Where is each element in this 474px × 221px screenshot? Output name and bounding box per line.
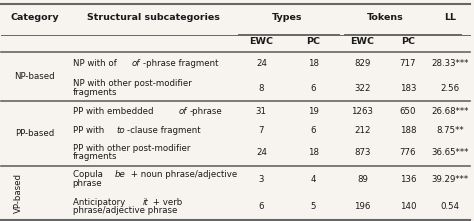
Text: PP with: PP with bbox=[73, 126, 107, 135]
Text: Types: Types bbox=[272, 13, 302, 22]
Text: + verb: + verb bbox=[150, 198, 182, 207]
Text: 5: 5 bbox=[310, 202, 316, 211]
Text: -phrase: -phrase bbox=[190, 107, 222, 116]
Text: 650: 650 bbox=[400, 107, 416, 116]
Text: NP with other post-modifier: NP with other post-modifier bbox=[73, 79, 191, 88]
Text: NP-based: NP-based bbox=[14, 72, 55, 81]
Text: NP with of: NP with of bbox=[73, 59, 119, 68]
Text: 18: 18 bbox=[308, 148, 319, 157]
Text: 2.56: 2.56 bbox=[441, 84, 460, 93]
Text: 0.54: 0.54 bbox=[441, 202, 460, 211]
Text: -clause fragment: -clause fragment bbox=[127, 126, 201, 135]
Text: 24: 24 bbox=[256, 148, 267, 157]
Text: 8.75**: 8.75** bbox=[437, 126, 464, 135]
Text: PP-based: PP-based bbox=[15, 129, 54, 138]
Text: EWC: EWC bbox=[350, 37, 374, 46]
Text: PP with embedded: PP with embedded bbox=[73, 107, 156, 116]
Text: 36.65***: 36.65*** bbox=[431, 148, 469, 157]
Text: fragments: fragments bbox=[73, 152, 117, 161]
Text: + noun phrase/adjective: + noun phrase/adjective bbox=[128, 170, 237, 179]
Text: 18: 18 bbox=[308, 59, 319, 68]
Text: Anticipatory: Anticipatory bbox=[73, 198, 128, 207]
Text: 1263: 1263 bbox=[351, 107, 374, 116]
Text: 7: 7 bbox=[259, 126, 264, 135]
Text: it: it bbox=[143, 198, 149, 207]
Text: 6: 6 bbox=[310, 84, 316, 93]
Text: 19: 19 bbox=[308, 107, 319, 116]
Text: 31: 31 bbox=[256, 107, 267, 116]
Text: phrase: phrase bbox=[73, 179, 102, 188]
Text: phrase/adjective phrase: phrase/adjective phrase bbox=[73, 206, 177, 215]
Text: of: of bbox=[179, 107, 187, 116]
Text: VP-based: VP-based bbox=[14, 173, 23, 213]
Text: 28.33***: 28.33*** bbox=[431, 59, 469, 68]
Text: PC: PC bbox=[306, 37, 320, 46]
Text: 4: 4 bbox=[310, 175, 316, 184]
Text: Copula: Copula bbox=[73, 170, 105, 179]
Text: 322: 322 bbox=[354, 84, 371, 93]
Text: -phrase fragment: -phrase fragment bbox=[143, 59, 218, 68]
Text: PC: PC bbox=[401, 37, 415, 46]
Text: 212: 212 bbox=[354, 126, 371, 135]
Text: 3: 3 bbox=[259, 175, 264, 184]
Text: 24: 24 bbox=[256, 59, 267, 68]
Text: PP with other post-modifier: PP with other post-modifier bbox=[73, 144, 190, 153]
Text: 6: 6 bbox=[259, 202, 264, 211]
Text: EWC: EWC bbox=[249, 37, 273, 46]
Text: fragments: fragments bbox=[73, 88, 117, 97]
Text: 188: 188 bbox=[400, 126, 416, 135]
Text: 140: 140 bbox=[400, 202, 416, 211]
Text: 196: 196 bbox=[354, 202, 371, 211]
Text: 8: 8 bbox=[259, 84, 264, 93]
Text: 39.29***: 39.29*** bbox=[432, 175, 469, 184]
Text: 717: 717 bbox=[400, 59, 416, 68]
Text: 136: 136 bbox=[400, 175, 416, 184]
Text: of: of bbox=[132, 59, 140, 68]
Text: Category: Category bbox=[10, 13, 59, 22]
Text: 89: 89 bbox=[357, 175, 368, 184]
Text: 6: 6 bbox=[310, 126, 316, 135]
Text: be: be bbox=[114, 170, 125, 179]
Text: 26.68***: 26.68*** bbox=[431, 107, 469, 116]
Text: 183: 183 bbox=[400, 84, 416, 93]
Text: Structural subcategories: Structural subcategories bbox=[87, 13, 220, 22]
Text: 829: 829 bbox=[354, 59, 371, 68]
Text: 873: 873 bbox=[354, 148, 371, 157]
Text: 776: 776 bbox=[400, 148, 416, 157]
Text: Tokens: Tokens bbox=[367, 13, 403, 22]
Text: to: to bbox=[116, 126, 125, 135]
Text: LL: LL bbox=[444, 13, 456, 22]
